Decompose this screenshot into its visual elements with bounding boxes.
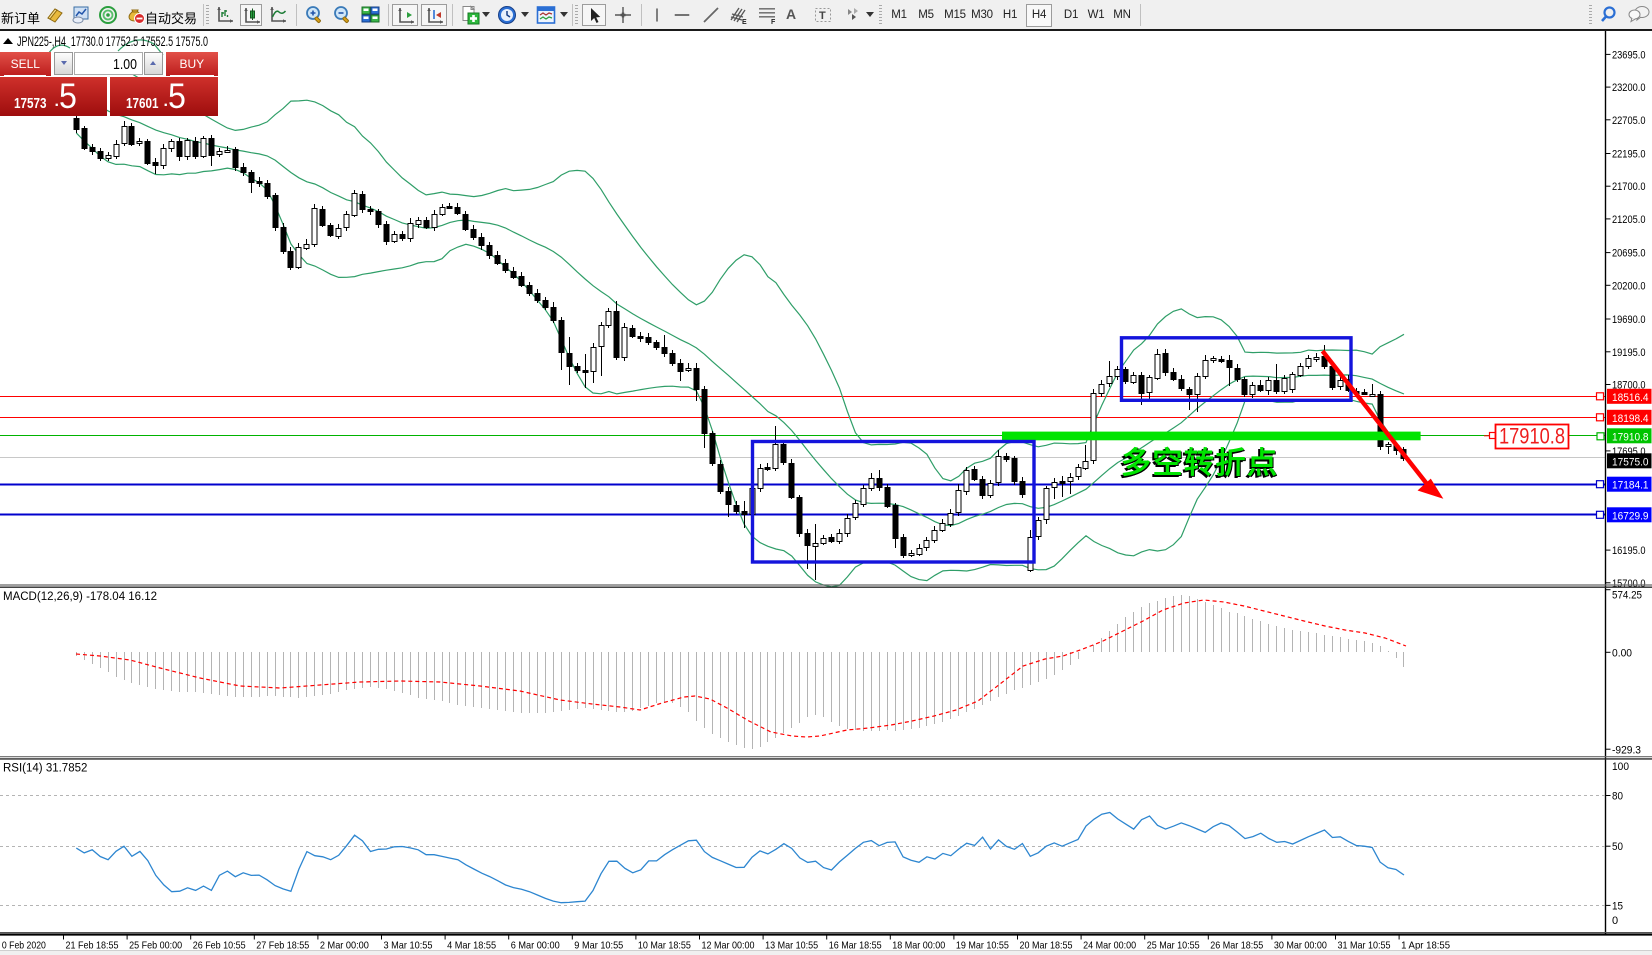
- svg-text:F: F: [771, 19, 776, 26]
- svg-text:20695.0: 20695.0: [1612, 248, 1646, 260]
- svg-text:21205.0: 21205.0: [1612, 214, 1646, 226]
- svg-text:100: 100: [1612, 761, 1629, 773]
- svg-text:JPN225-,H4 17730.0 17752.5 17: JPN225-,H4 17730.0 17752.5 17552.5 17575…: [17, 34, 208, 49]
- svg-text:17184.1: 17184.1: [1612, 480, 1649, 492]
- svg-text:31 Mar 10:55: 31 Mar 10:55: [1338, 940, 1391, 952]
- svg-text:T: T: [819, 10, 826, 22]
- svg-text:10 Mar 18:55: 10 Mar 18:55: [638, 940, 691, 952]
- svg-text:17575.0: 17575.0: [1612, 456, 1649, 468]
- svg-text:MACD(12,26,9) -178.04 16.12: MACD(12,26,9) -178.04 16.12: [3, 591, 157, 603]
- svg-text:18198.4: 18198.4: [1612, 413, 1649, 425]
- svg-text:6 Mar 00:00: 6 Mar 00:00: [511, 940, 560, 952]
- svg-text:20 Mar 18:55: 20 Mar 18:55: [1020, 940, 1073, 952]
- svg-text:23200.0: 23200.0: [1612, 82, 1646, 94]
- svg-text:24 Mar 00:00: 24 Mar 00:00: [1083, 940, 1136, 952]
- svg-text:12 Mar 00:00: 12 Mar 00:00: [702, 940, 755, 952]
- svg-text:17910.8: 17910.8: [1499, 424, 1565, 449]
- svg-text:0: 0: [1612, 915, 1618, 927]
- svg-text:23695.0: 23695.0: [1612, 49, 1646, 61]
- svg-text:22705.0: 22705.0: [1612, 115, 1646, 127]
- svg-text:18 Mar 00:00: 18 Mar 00:00: [892, 940, 945, 952]
- svg-text:26 Mar 18:55: 26 Mar 18:55: [1210, 940, 1263, 952]
- svg-text:2 Mar 00:00: 2 Mar 00:00: [320, 940, 369, 952]
- svg-text:18700.0: 18700.0: [1612, 380, 1646, 392]
- svg-text:19195.0: 19195.0: [1612, 347, 1646, 359]
- svg-text:13 Mar 10:55: 13 Mar 10:55: [765, 940, 818, 952]
- svg-text:1 Apr 18:55: 1 Apr 18:55: [1401, 940, 1450, 952]
- svg-text:19690.0: 19690.0: [1612, 314, 1646, 326]
- svg-text:E: E: [742, 19, 747, 26]
- svg-text:20200.0: 20200.0: [1612, 280, 1646, 292]
- svg-text:80: 80: [1612, 791, 1623, 803]
- svg-text:3 Mar 10:55: 3 Mar 10:55: [384, 940, 433, 952]
- svg-text:30 Mar 00:00: 30 Mar 00:00: [1274, 940, 1327, 952]
- svg-text:50: 50: [1612, 841, 1623, 853]
- svg-text:0.00: 0.00: [1612, 647, 1632, 659]
- svg-text:25 Feb 00:00: 25 Feb 00:00: [129, 940, 182, 952]
- svg-text:RSI(14) 31.7852: RSI(14) 31.7852: [3, 763, 87, 775]
- svg-text:多空转折点: 多空转折点: [1121, 447, 1279, 480]
- svg-text:21700.0: 21700.0: [1612, 181, 1646, 193]
- svg-text:16729.9: 16729.9: [1612, 510, 1649, 522]
- svg-text:25 Mar 10:55: 25 Mar 10:55: [1147, 940, 1200, 952]
- svg-text:18516.4: 18516.4: [1612, 392, 1649, 404]
- svg-text:26 Feb 10:55: 26 Feb 10:55: [193, 940, 246, 952]
- svg-text:15: 15: [1612, 900, 1623, 912]
- svg-text:15700.0: 15700.0: [1612, 578, 1646, 590]
- svg-text:4 Mar 18:55: 4 Mar 18:55: [447, 940, 496, 952]
- svg-text:9 Mar 10:55: 9 Mar 10:55: [574, 940, 623, 952]
- svg-text:17910.8: 17910.8: [1612, 431, 1649, 443]
- svg-text:22195.0: 22195.0: [1612, 149, 1646, 161]
- svg-text:16 Mar 18:55: 16 Mar 18:55: [829, 940, 882, 952]
- svg-text:0 Feb 2020: 0 Feb 2020: [2, 940, 46, 952]
- svg-text:21 Feb 18:55: 21 Feb 18:55: [66, 940, 119, 952]
- svg-text:16195.0: 16195.0: [1612, 545, 1646, 557]
- svg-text:574.25: 574.25: [1612, 589, 1642, 601]
- svg-text:27 Feb 18:55: 27 Feb 18:55: [256, 940, 309, 952]
- svg-text:19 Mar 10:55: 19 Mar 10:55: [956, 940, 1009, 952]
- svg-text:-929.3: -929.3: [1612, 745, 1641, 757]
